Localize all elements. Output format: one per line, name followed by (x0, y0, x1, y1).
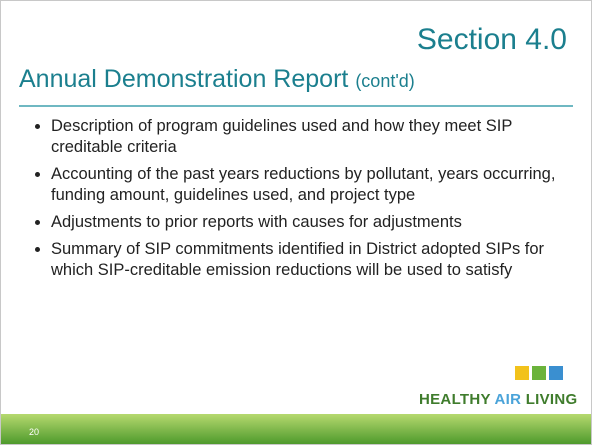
slide-title: Annual Demonstration Report (cont'd) (19, 65, 415, 94)
logo: HEALTHY AIR LIVING (419, 366, 577, 412)
logo-square (515, 366, 529, 380)
footer-band (1, 414, 591, 444)
bullet-list: Description of program guidelines used a… (35, 116, 565, 287)
title-text: Annual Demonstration Report (19, 65, 349, 93)
bullet: Summary of SIP commitments identified in… (35, 239, 565, 281)
title-suffix: (cont'd) (355, 71, 415, 91)
logo-square (549, 366, 563, 380)
logo-word: LIVING (525, 391, 578, 408)
logo-square (532, 366, 546, 380)
bullet: Description of program guidelines used a… (35, 116, 565, 158)
bullet: Accounting of the past years reductions … (35, 164, 565, 206)
logo-word: AIR (494, 391, 522, 408)
title-rule (19, 105, 573, 107)
section-heading: Section 4.0 (416, 23, 567, 56)
logo-text: HEALTHY AIR LIVING (419, 391, 577, 408)
bullet: Adjustments to prior reports with causes… (35, 212, 565, 233)
logo-word: HEALTHY (419, 391, 491, 408)
page-number: 20 (29, 427, 40, 437)
